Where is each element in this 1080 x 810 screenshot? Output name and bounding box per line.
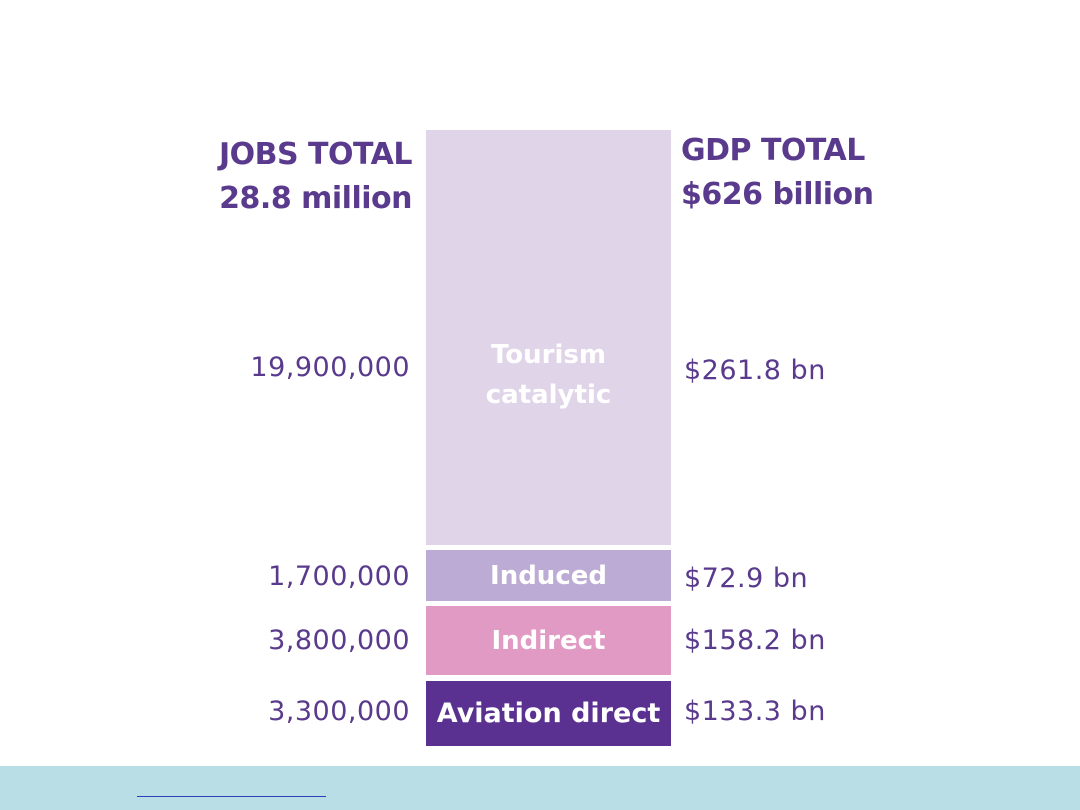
segment-label-line: Aviation direct (436, 697, 661, 729)
jobs-total-header: JOBS TOTAL 28.8 million (52, 133, 413, 221)
gdp-value-indirect: $158.2 bn (684, 625, 826, 656)
segment-label-indirect: Indirect (491, 621, 605, 661)
footer-link-underline[interactable] (137, 796, 326, 797)
gdp-value-tourism-catalytic: $261.8 bn (684, 355, 826, 386)
footer-bar (0, 766, 1080, 810)
segment-tourism-catalytic: Tourism catalytic (426, 130, 671, 545)
segment-induced: Induced (426, 550, 671, 601)
jobs-value-tourism-catalytic: 19,900,000 (250, 352, 410, 383)
gdp-total-header: GDP TOTAL $626 billion (681, 129, 1041, 217)
jobs-total-title: JOBS TOTAL (218, 137, 413, 172)
jobs-value-induced: 1,700,000 (268, 561, 410, 592)
segment-indirect: Indirect (426, 606, 671, 675)
segment-label-aviation-direct: Aviation direct (437, 694, 660, 734)
segment-label-line: Tourism (491, 340, 606, 370)
segment-label-line: Induced (490, 560, 607, 591)
gdp-total-title: GDP TOTAL (681, 133, 865, 168)
gdp-value-induced: $72.9 bn (684, 563, 809, 594)
gdp-total-value: $626 billion (681, 177, 874, 212)
jobs-value-aviation-direct: 3,300,000 (268, 696, 410, 727)
jobs-total-value: 28.8 million (219, 181, 412, 216)
jobs-value-indirect: 3,800,000 (268, 625, 410, 656)
gdp-value-aviation-direct: $133.3 bn (684, 696, 826, 727)
segment-aviation-direct: Aviation direct (426, 681, 671, 746)
segment-label-line: Indirect (491, 625, 606, 656)
segment-label-line: catalytic (485, 380, 612, 410)
segment-label-induced: Induced (490, 556, 607, 596)
segment-label-tourism-catalytic: Tourism catalytic (486, 335, 612, 415)
